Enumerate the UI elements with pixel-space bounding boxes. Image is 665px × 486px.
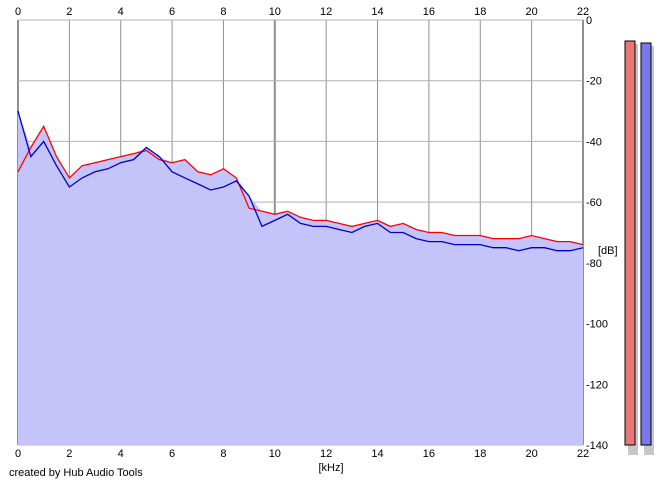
x-tick-label-bottom: 4 [118,448,124,460]
x-tick-label-top: 22 [577,6,589,18]
x-tick-label-top: 6 [169,6,175,18]
series-lines [17,110,584,252]
y-tick-label: -140 [586,440,608,452]
level-meters [624,40,654,455]
x-tick-label-bottom: 16 [423,448,435,460]
series-line-2 [17,110,584,252]
level-meter-bar [640,42,652,446]
x-tick-label-bottom: 18 [474,448,486,460]
x-tick-label-top: 12 [320,6,332,18]
x-ticks-bottom: 0 2 4 6 8 10 12 14 16 18 20 22 [15,448,589,460]
y-tick-label: -120 [586,379,608,391]
y-tick-label: 0 [586,15,592,27]
x-tick-label-bottom: 0 [15,448,21,460]
x-tick-label-bottom: 2 [66,448,72,460]
x-tick-label-top: 14 [371,6,383,18]
x-tick-label-top: 10 [269,6,281,18]
series-line-1 [17,124,584,246]
x-tick-label-bottom: 8 [220,448,226,460]
x-tick-label-top: 0 [15,6,21,18]
x-tick-label-bottom: 20 [526,448,538,460]
y-ticks: 0 -20 -40 -60 -80 -100 -120 -140 [586,15,608,452]
x-tick-label-bottom: 22 [577,448,589,460]
y-axis-label: [dB] [598,245,618,257]
x-tick-label-top: 2 [66,6,72,18]
x-tick-label-top: 16 [423,6,435,18]
x-tick-label-top: 20 [526,6,538,18]
y-tick-label: -20 [586,76,602,88]
y-tick-label: -60 [586,197,602,209]
x-axis-label: [kHz] [318,462,343,474]
y-tick-label: -100 [586,319,608,331]
x-tick-label-bottom: 6 [169,448,175,460]
x-ticks-top: 0 2 4 6 8 10 12 14 16 18 20 22 [15,6,589,18]
spectrum-fill [18,111,583,445]
x-tick-label-bottom: 10 [269,448,281,460]
x-tick-label-top: 8 [220,6,226,18]
level-meter-bar [624,40,636,446]
x-tick-label-top: 18 [474,6,486,18]
x-tick-label-bottom: 12 [320,448,332,460]
x-tick-label-bottom: 14 [371,448,383,460]
x-tick-label-top: 4 [118,6,124,18]
y-tick-label: -40 [586,136,602,148]
y-tick-label: -80 [586,258,602,270]
credit-text: created by Hub Audio Tools [9,467,143,479]
